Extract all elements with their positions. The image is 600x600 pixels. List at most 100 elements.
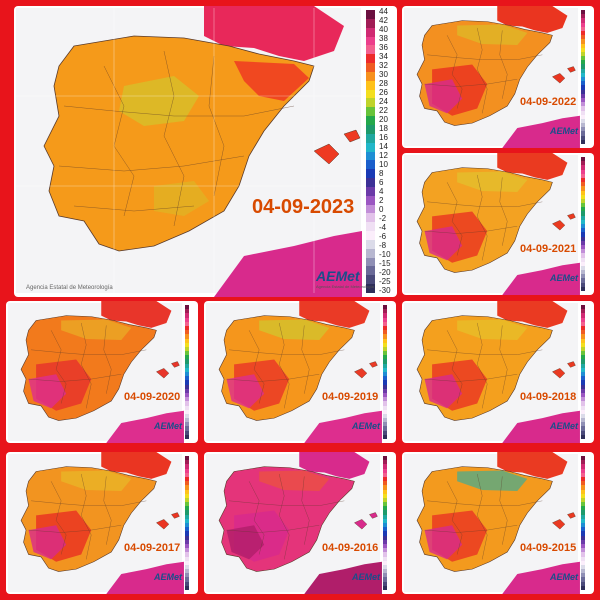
colorbar-segment — [581, 224, 585, 229]
colorbar-segment — [383, 464, 387, 469]
colorbar-segment — [185, 548, 189, 553]
colorbar-segment — [383, 502, 387, 507]
colorbar-segment — [366, 204, 375, 214]
colorbar-segment — [581, 278, 585, 283]
colorbar-segment — [185, 388, 189, 393]
map-panel-2019: 04-09-2019 AEMet — [204, 301, 396, 443]
cool-zone-south — [154, 181, 209, 216]
very-hot-zone — [424, 79, 463, 114]
colorbar-segment — [366, 195, 375, 205]
colorbar-segment — [581, 392, 585, 398]
colorbar-segment — [185, 305, 189, 310]
colorbar-segment — [581, 240, 585, 245]
colorbar-segment — [581, 253, 585, 258]
colorbar-segment — [581, 215, 585, 220]
colorbar-segment — [581, 219, 585, 224]
colorbar-segment — [581, 485, 585, 490]
colorbar-segment — [185, 422, 189, 427]
colorbar-tick-label: 44 — [379, 7, 388, 16]
colorbar-tick-label: 28 — [379, 79, 388, 88]
colorbar-segment — [185, 426, 189, 431]
colorbar-segment — [383, 506, 387, 511]
province-borders — [28, 322, 147, 409]
colorbar-segment — [581, 123, 585, 128]
colorbar-segment — [581, 489, 585, 494]
logo-text: AEMet — [550, 572, 579, 582]
colorbar-segment — [581, 367, 585, 372]
colorbar-segment — [366, 222, 375, 232]
colorbar-tick-label: 36 — [379, 43, 388, 52]
colorbar-segment — [366, 284, 375, 293]
sea-grid — [16, 8, 361, 293]
temperature-map — [20, 452, 184, 594]
very-hot-zone — [424, 226, 463, 261]
colorbar-segment — [185, 380, 189, 385]
balearic-islands — [354, 361, 378, 379]
colorbar-tick-label: 24 — [379, 97, 388, 106]
colorbar-tick-label: 20 — [379, 115, 388, 124]
colorbar-segment — [185, 397, 189, 402]
colorbar-segment — [383, 401, 387, 406]
colorbar-segment — [581, 514, 585, 519]
colorbar-segment — [581, 338, 585, 343]
france-landmass — [497, 153, 568, 180]
very-hot-zone — [28, 525, 67, 560]
colorbar-segment — [581, 401, 585, 406]
colorbar-segment — [581, 309, 585, 314]
africa-landmass — [214, 231, 362, 297]
colorbar-segment — [581, 409, 585, 414]
colorbar-segment — [581, 51, 585, 57]
colorbar-segment — [185, 497, 189, 503]
colorbar-segment — [581, 249, 585, 254]
colorbar-segment — [185, 409, 189, 414]
colorbar-segment — [581, 194, 585, 199]
colorbar-segment — [383, 372, 387, 377]
temperature-colorbar — [581, 157, 585, 291]
colorbar-tick-label: 22 — [379, 106, 388, 115]
france-landmass — [204, 6, 344, 61]
colorbar-segment — [383, 523, 387, 528]
colorbar-segment — [383, 543, 387, 549]
colorbar-segment — [185, 489, 189, 494]
colorbar-segment — [185, 468, 189, 473]
balearic-islands — [354, 512, 378, 530]
colorbar-segment — [581, 502, 585, 507]
colorbar-segment — [581, 372, 585, 377]
colorbar-tick-label: 2 — [379, 196, 384, 205]
logo-text: AEMet — [316, 268, 360, 284]
colorbar-segment — [383, 346, 387, 352]
france-landmass — [101, 452, 172, 479]
colorbar-segment — [366, 186, 375, 196]
colorbar-segment — [383, 384, 387, 389]
colorbar-segment — [383, 405, 387, 410]
colorbar-segment — [383, 418, 387, 423]
balearic-islands — [156, 512, 180, 530]
colorbar-segment — [185, 502, 189, 507]
colorbar-segment — [581, 56, 585, 61]
colorbar-segment — [383, 363, 387, 368]
colorbar-segment — [383, 573, 387, 578]
colorbar-segment — [581, 22, 585, 27]
province-borders — [424, 322, 543, 409]
colorbar-segment — [581, 169, 585, 174]
colorbar-segment — [581, 569, 585, 574]
cool-zone — [61, 319, 132, 341]
colorbar-segment — [185, 577, 189, 582]
colorbar-segment — [581, 325, 585, 331]
colorbar-segment — [581, 560, 585, 565]
france-landmass — [299, 452, 370, 479]
colorbar-segment — [383, 309, 387, 314]
colorbar-segment — [581, 342, 585, 347]
colorbar-segment — [581, 380, 585, 385]
france-landmass — [497, 6, 568, 33]
colorbar-segment — [185, 342, 189, 347]
logo-text: AEMet — [352, 421, 381, 431]
colorbar-segment — [383, 489, 387, 494]
colorbar-segment — [366, 124, 375, 134]
temperature-map — [16, 6, 362, 297]
colorbar-segment — [185, 351, 189, 356]
aemet-logo: AEMet — [154, 572, 182, 582]
colorbar-segment — [383, 325, 387, 331]
colorbar-segment — [185, 585, 189, 590]
colorbar-segment — [581, 72, 585, 77]
